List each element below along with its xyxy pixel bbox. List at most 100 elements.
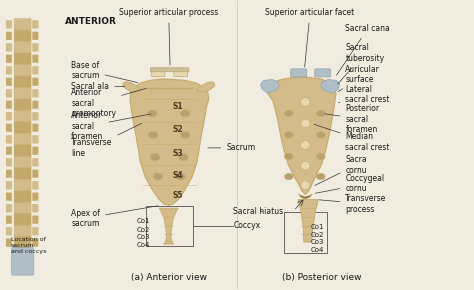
Text: S5: S5 (173, 191, 183, 200)
Text: Sacral cana: Sacral cana (337, 24, 390, 75)
FancyBboxPatch shape (6, 101, 12, 109)
FancyBboxPatch shape (315, 69, 331, 77)
FancyBboxPatch shape (6, 170, 12, 178)
FancyBboxPatch shape (6, 193, 12, 201)
FancyBboxPatch shape (6, 112, 12, 120)
FancyBboxPatch shape (14, 214, 31, 225)
FancyBboxPatch shape (14, 19, 31, 30)
FancyBboxPatch shape (11, 248, 34, 275)
Ellipse shape (301, 181, 310, 190)
FancyBboxPatch shape (33, 112, 38, 120)
FancyBboxPatch shape (14, 122, 31, 134)
Text: Anterior
sacral
foramen: Anterior sacral foramen (71, 111, 151, 141)
Ellipse shape (148, 131, 158, 138)
Text: Lateral
sacral crest: Lateral sacral crest (338, 85, 390, 104)
FancyBboxPatch shape (14, 237, 31, 249)
FancyBboxPatch shape (33, 181, 38, 189)
FancyBboxPatch shape (14, 145, 31, 157)
FancyBboxPatch shape (6, 181, 12, 189)
Text: Transverse
line: Transverse line (71, 123, 142, 157)
Ellipse shape (317, 132, 325, 138)
Text: ANTERIOR: ANTERIOR (65, 17, 117, 26)
Ellipse shape (284, 173, 293, 180)
FancyBboxPatch shape (14, 88, 31, 99)
Ellipse shape (317, 110, 325, 117)
FancyBboxPatch shape (14, 191, 31, 202)
Ellipse shape (301, 141, 310, 149)
FancyBboxPatch shape (33, 32, 38, 40)
FancyBboxPatch shape (14, 168, 31, 180)
FancyBboxPatch shape (6, 147, 12, 155)
Polygon shape (321, 79, 340, 93)
FancyBboxPatch shape (33, 44, 38, 51)
Ellipse shape (179, 154, 188, 160)
Text: Transverse
process: Transverse process (319, 194, 387, 213)
FancyBboxPatch shape (33, 193, 38, 201)
Polygon shape (298, 200, 318, 242)
FancyBboxPatch shape (14, 99, 31, 110)
Text: Superior articular process: Superior articular process (119, 8, 219, 65)
Ellipse shape (301, 98, 310, 106)
FancyBboxPatch shape (33, 135, 38, 143)
FancyBboxPatch shape (6, 66, 12, 74)
FancyBboxPatch shape (6, 32, 12, 40)
Text: Anterior
sacral
promontory: Anterior sacral promontory (71, 88, 146, 118)
FancyBboxPatch shape (6, 227, 12, 235)
Ellipse shape (301, 161, 310, 170)
Text: Location of
sacrum
and coccyx: Location of sacrum and coccyx (11, 237, 46, 254)
FancyBboxPatch shape (14, 41, 31, 53)
Polygon shape (130, 79, 209, 205)
Text: Co2: Co2 (136, 227, 149, 233)
FancyBboxPatch shape (14, 225, 31, 237)
Ellipse shape (284, 132, 293, 138)
Text: Co1: Co1 (310, 224, 324, 230)
Polygon shape (197, 82, 214, 92)
FancyBboxPatch shape (14, 202, 31, 214)
Text: Median
sacral crest: Median sacral crest (314, 124, 390, 152)
FancyBboxPatch shape (33, 170, 38, 178)
FancyBboxPatch shape (6, 216, 12, 224)
FancyBboxPatch shape (33, 147, 38, 155)
Text: Co3: Co3 (136, 235, 150, 240)
FancyBboxPatch shape (33, 227, 38, 235)
FancyBboxPatch shape (6, 135, 12, 143)
Text: (b) Posterior view: (b) Posterior view (282, 273, 362, 282)
FancyBboxPatch shape (14, 30, 31, 42)
Polygon shape (261, 79, 279, 93)
Ellipse shape (181, 110, 190, 117)
FancyBboxPatch shape (14, 110, 31, 122)
Polygon shape (298, 194, 312, 199)
FancyBboxPatch shape (33, 158, 38, 166)
FancyBboxPatch shape (14, 156, 31, 168)
Ellipse shape (317, 173, 325, 180)
FancyBboxPatch shape (33, 20, 38, 28)
Text: Co4: Co4 (310, 246, 324, 253)
FancyBboxPatch shape (33, 66, 38, 74)
Text: S2: S2 (173, 125, 183, 134)
Polygon shape (159, 208, 178, 244)
Polygon shape (123, 82, 140, 92)
FancyBboxPatch shape (33, 55, 38, 63)
Ellipse shape (284, 153, 293, 160)
Ellipse shape (284, 110, 293, 117)
Text: Co3: Co3 (310, 239, 324, 245)
FancyBboxPatch shape (150, 68, 189, 72)
Text: Auricular
surface: Auricular surface (338, 65, 380, 92)
FancyBboxPatch shape (33, 216, 38, 224)
Text: Base of
sacrum: Base of sacrum (71, 61, 138, 83)
FancyBboxPatch shape (14, 133, 31, 145)
Text: Coccyx: Coccyx (234, 222, 261, 231)
Ellipse shape (153, 173, 163, 180)
FancyBboxPatch shape (291, 69, 307, 77)
FancyBboxPatch shape (174, 70, 188, 77)
Text: Co4: Co4 (136, 242, 149, 248)
FancyBboxPatch shape (14, 53, 31, 65)
Text: (a) Anterior view: (a) Anterior view (131, 273, 207, 282)
Text: Superior articular facet: Superior articular facet (265, 8, 355, 67)
FancyBboxPatch shape (33, 124, 38, 132)
Text: S3: S3 (173, 149, 183, 158)
FancyBboxPatch shape (6, 204, 12, 212)
Text: Sacra
cornu: Sacra cornu (315, 155, 367, 185)
Text: Sacral ala: Sacral ala (71, 81, 125, 90)
FancyBboxPatch shape (14, 65, 31, 76)
